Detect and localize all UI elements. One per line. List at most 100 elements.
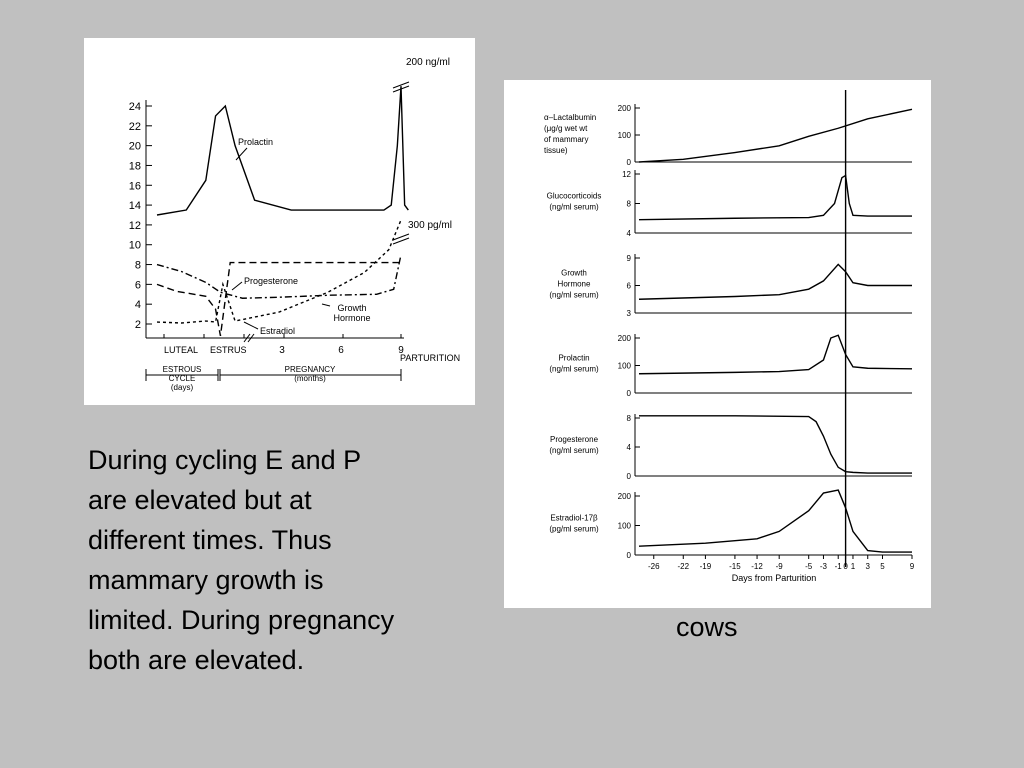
annotation-200ng: 200 ng/ml [406,57,450,68]
y-tick-label: 100 [618,131,632,140]
y-tick-label: 0 [627,158,632,167]
series-label-growth-hormone: Growth [337,303,366,313]
break-mark [392,85,410,93]
y-tick-label: 200 [618,104,632,113]
rat-hormone-chart: 24 22 20 18 16 14 12 10 8 6 4 2 LUTEAL ESTRUS 3 6 9PARTU… [129,57,460,392]
caption-line: limited. During pregnancy [88,605,395,635]
caption-line: During cycling E and P [88,445,362,475]
panel-label: Estradiol-17β [550,514,598,523]
break-mark [392,237,410,245]
y-tick-label: 200 [618,492,632,501]
annotation-300pg: 300 pg/ml [408,220,452,231]
series-prolactin [156,86,409,216]
x-tick-label: -26 [648,562,660,571]
y-tick-label: 8 [627,200,632,209]
y-tick-label: 4 [627,229,632,238]
panel-label: Glucocorticoids [547,192,602,201]
y-tick-label: 100 [618,522,632,531]
x-tick-label: 5 [880,562,885,571]
y-tick-label: 10 [129,240,141,252]
right-chart-panel: 200 100 0 α–Lactalbumin (μg/g wet wt of mamma… [504,80,931,608]
x-tick-label: 9 [910,562,915,571]
panel-label: of mammary [544,135,588,144]
series-line [638,174,912,221]
y-tick-label: 0 [627,551,632,560]
panel-label: (ng/ml serum) [549,446,599,455]
x-phase-label: 6 [338,345,344,356]
left-chart-panel: 24 22 20 18 16 14 12 10 8 6 4 2 LUTEAL ESTRUS 3 6 9 PARTU… [84,38,475,405]
estrous-label: ESTROUS [163,365,202,374]
panel-label: α–Lactalbumin [544,113,596,122]
x-tick-label: -9 [776,562,784,571]
series-progesterone [156,261,401,337]
y-tick-label: 9 [627,254,632,263]
series-growth-hormone [156,254,402,299]
y-tick-label: 4 [627,443,632,452]
panel-label: (μg/g wet wt [544,124,588,133]
y-tick-label: 100 [618,362,632,371]
panel-label: (ng/ml serum) [549,203,599,212]
panel-label: tissue) [544,146,568,155]
x-phase-label: ESTRUS [210,345,247,355]
x-tick-label: -22 [677,562,689,571]
series-line [638,108,913,163]
x-tick-label: -12 [751,562,763,571]
label-pointer [321,303,331,307]
x-tick-label: 3 [866,562,871,571]
y-tick-label: 6 [135,279,141,291]
label-pointer [235,147,248,161]
series-label-estradiol: Estradiol [260,326,295,336]
y-tick-label: 24 [129,101,141,113]
y-tick-label: 12 [129,220,141,232]
y-tick-label: 20 [129,141,141,153]
break-mark [392,233,410,241]
label-pointer [231,281,243,291]
cows-label: cows [676,612,738,642]
x-phase-label: LUTEAL [164,345,198,355]
series-line [638,334,913,375]
caption-line: different times. Thus [88,525,332,555]
y-tick-label: 3 [627,309,632,318]
caption-text: During cycling E and P are elevated but … [88,440,483,680]
estrous-label: CYCLE [169,374,196,383]
x-phase-label: 3 [279,345,285,356]
y-tick-label: 16 [129,180,141,192]
label-pointer [243,321,259,330]
y-tick-label: 200 [618,334,632,343]
estrous-label: (days) [171,383,194,392]
panel-label: (ng/ml serum) [549,291,599,300]
caption-line: both are elevated. [88,645,305,675]
x-phase-label: 9 [398,345,404,356]
break-mark [392,81,410,89]
x-tick-label: -15 [729,562,741,571]
y-tick-label: 6 [627,282,632,291]
panel-label: (ng/ml serum) [549,365,599,374]
panel-label: Progesterone [550,435,599,444]
x-tick-label: -5 [805,562,813,571]
series-line [639,415,912,474]
y-tick-label: 0 [627,472,632,481]
y-tick-label: 22 [129,121,141,133]
series-line [638,263,912,300]
x-phase-label: PARTURITION [400,353,460,363]
panel-label: Hormone [558,280,591,289]
y-tick-label: 12 [622,170,631,179]
caption-line: mammary growth is [88,565,324,595]
series-label-growth-hormone: Hormone [333,313,370,323]
panel-label: Prolactin [558,354,589,363]
series-line [638,489,912,553]
axis-break [243,333,251,343]
y-tick-label: 18 [129,160,141,172]
series-label-prolactin: Prolactin [238,137,273,147]
x-tick-label: -19 [700,562,712,571]
axis-break [247,333,255,343]
x-tick-label: 0 [843,562,848,571]
caption-line: are elevated but at [88,485,312,515]
x-axis-label: Days from Parturition [732,573,817,583]
pregnancy-label: PREGNANCY [285,365,336,374]
pregnancy-label: (months) [294,374,326,383]
y-tick-label: 2 [135,319,141,331]
series-label-progesterone: Progesterone [244,276,298,286]
panel-label: Growth [561,269,587,278]
x-tick-label: -3 [820,562,828,571]
